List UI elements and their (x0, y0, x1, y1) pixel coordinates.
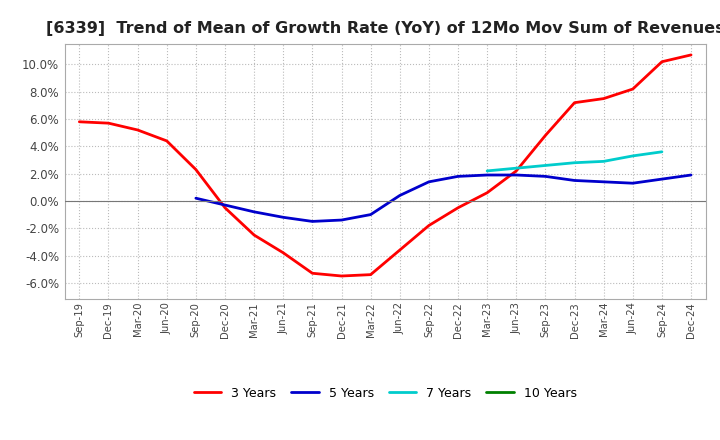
3 Years (395, 247, 404, 253)
3 Years (570, 100, 579, 105)
3 Years (163, 138, 171, 143)
3 Years (220, 205, 229, 210)
3 Years (687, 52, 696, 58)
3 Years (629, 86, 637, 92)
5 Years (279, 215, 287, 220)
Line: 3 Years: 3 Years (79, 55, 691, 276)
3 Years (75, 119, 84, 125)
3 Years (483, 190, 492, 195)
5 Years (629, 180, 637, 186)
3 Years (133, 127, 142, 132)
Title: [6339]  Trend of Mean of Growth Rate (YoY) of 12Mo Mov Sum of Revenues: [6339] Trend of Mean of Growth Rate (YoY… (46, 21, 720, 36)
5 Years (220, 202, 229, 208)
3 Years (250, 232, 258, 238)
7 Years (629, 153, 637, 158)
3 Years (454, 205, 462, 210)
5 Years (657, 176, 666, 182)
5 Years (570, 178, 579, 183)
3 Years (541, 133, 550, 138)
3 Years (512, 168, 521, 173)
7 Years (599, 159, 608, 164)
5 Years (308, 219, 317, 224)
3 Years (192, 167, 200, 172)
Line: 7 Years: 7 Years (487, 152, 662, 171)
3 Years (366, 272, 375, 277)
5 Years (395, 193, 404, 198)
3 Years (599, 96, 608, 101)
5 Years (366, 212, 375, 217)
3 Years (279, 250, 287, 256)
3 Years (308, 271, 317, 276)
Legend: 3 Years, 5 Years, 7 Years, 10 Years: 3 Years, 5 Years, 7 Years, 10 Years (194, 387, 577, 400)
5 Years (483, 172, 492, 178)
3 Years (337, 273, 346, 279)
5 Years (687, 172, 696, 178)
5 Years (337, 217, 346, 223)
7 Years (512, 165, 521, 171)
Line: 5 Years: 5 Years (196, 175, 691, 221)
5 Years (512, 172, 521, 178)
3 Years (657, 59, 666, 64)
5 Years (454, 174, 462, 179)
7 Years (657, 149, 666, 154)
5 Years (192, 195, 200, 201)
5 Years (425, 179, 433, 184)
7 Years (541, 163, 550, 168)
7 Years (570, 160, 579, 165)
7 Years (483, 168, 492, 173)
5 Years (599, 179, 608, 184)
3 Years (104, 121, 113, 126)
3 Years (425, 223, 433, 228)
5 Years (250, 209, 258, 214)
5 Years (541, 174, 550, 179)
